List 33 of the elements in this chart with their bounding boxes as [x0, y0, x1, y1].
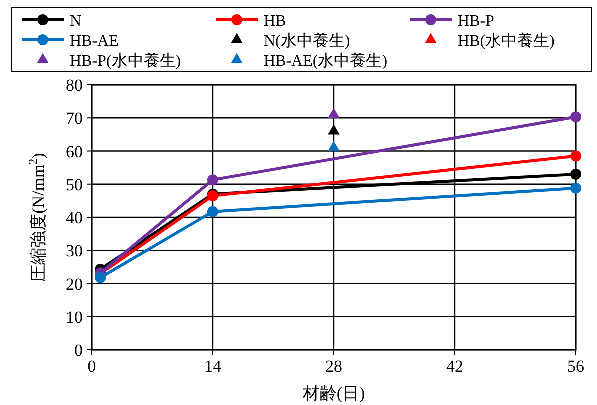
x-tick-label: 42: [446, 357, 464, 376]
legend-label: HB-P(水中養生): [70, 52, 182, 70]
point: [570, 168, 582, 180]
x-tick-label: 0: [88, 357, 96, 376]
y-tick-label: 70: [66, 109, 83, 128]
x-tick-label: 56: [568, 357, 584, 376]
point: [95, 272, 106, 284]
legend-label: HB(水中養生): [458, 32, 555, 50]
y-tick-label: 60: [66, 142, 83, 162]
y-tick-label: 20: [66, 274, 83, 294]
y-tick-label: 10: [66, 308, 83, 327]
legend-label: HB-AE: [70, 33, 119, 50]
point: [208, 206, 218, 218]
legend-label: HB-AE(水中養生): [264, 52, 388, 70]
point: [570, 112, 582, 123]
legend-label: N(水中養生): [264, 32, 350, 50]
y-tick-label: 0: [74, 341, 83, 360]
point: [328, 124, 340, 135]
point: [570, 182, 582, 194]
x-axis-title: 材齢(日): [302, 384, 366, 403]
point: [328, 141, 340, 152]
x-tick-label: 28: [326, 357, 342, 376]
point: [328, 108, 340, 118]
y-tick-label: 40: [66, 208, 83, 228]
point: [208, 174, 218, 186]
y-tick-label: 80: [66, 76, 83, 95]
y-tick-label: 30: [66, 242, 83, 261]
legend-label: HB: [264, 13, 286, 30]
point: [570, 150, 582, 162]
legend-label: HB-P: [458, 13, 495, 30]
x-tick-label: 14: [204, 357, 222, 376]
legend-label: N: [70, 13, 82, 30]
y-tick-label: 50: [66, 175, 83, 194]
